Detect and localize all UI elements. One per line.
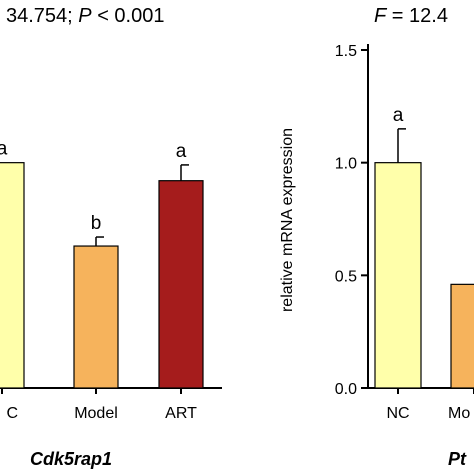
panel2-category-label: NC [386,405,409,422]
panel1-significance-letter: b [91,213,102,234]
chart-marks: a Cb Model a ART 0.0 0.5 1.0 1.5 a NC Mo [0,43,474,422]
panel2-y-tick-label: 0.0 [335,381,357,398]
panel2-stat-text: F = 12.4 [374,5,448,27]
panel1-significance-letter: a [176,141,187,162]
panel1-stat-text: 34.754; P < 0.001 [6,5,164,27]
panel2-stat-part1: = 12.4 [386,5,448,27]
panel2-significance-letter: a [393,105,404,126]
panel2-y-tick-label: 1.5 [335,43,357,60]
panel1-bar [0,162,25,389]
panel1-category-label: C [6,405,18,422]
panel1-significance-letter: a [0,139,8,160]
panel1-bar [158,180,204,389]
panel2-bar [374,162,422,389]
panel1-gene-label: Cdk5rap1 [30,449,112,469]
panel2-bar [450,283,474,389]
panel2-y-tick-label: 0.5 [335,268,357,285]
panel2-y-axis-label: relative mRNA expression [279,128,296,312]
panel1-bar [73,245,119,389]
panel1-category-label: ART [165,405,197,422]
panel2-gene-label: Pt [448,449,467,469]
panel2-category-label: Mo [448,405,470,422]
panel1-stat-part0: 34.754; [6,5,78,27]
panel1-stat-p: P [78,5,92,27]
panel2-y-tick-label: 1.0 [335,156,357,173]
panel1-stat-part2: < 0.001 [92,5,165,27]
panel2-stat-f: F [374,5,388,27]
panel1-category-label: Model [74,405,118,422]
